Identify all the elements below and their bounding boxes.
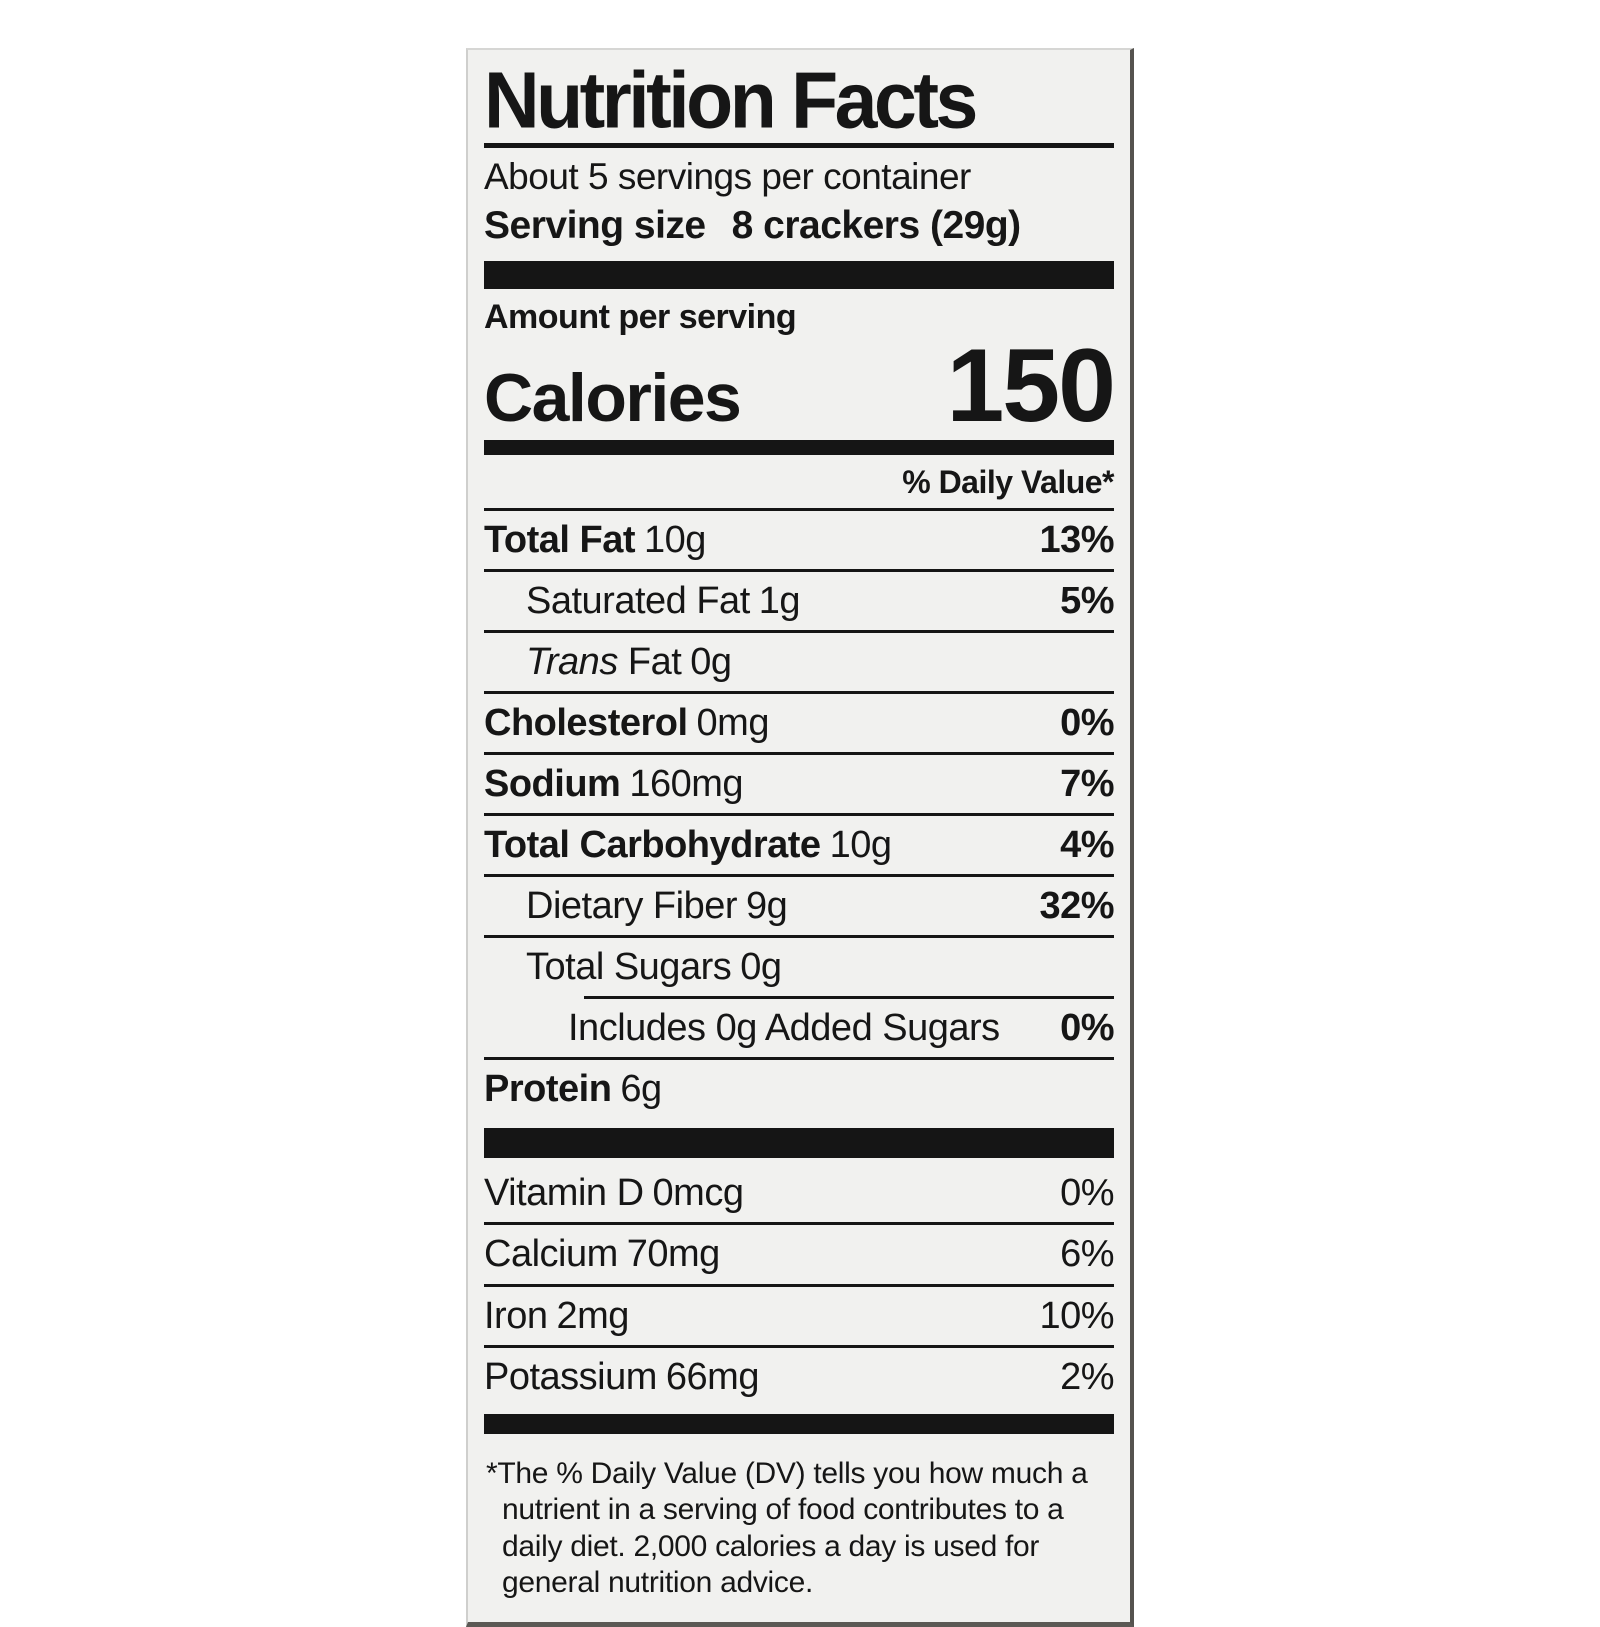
nutrient-dv: 0%: [1060, 702, 1114, 745]
nutrient-row-dietary-fiber: Dietary Fiber 9g 32%: [484, 877, 1114, 935]
nutrient-row-saturated-fat: Saturated Fat 1g 5%: [484, 572, 1114, 630]
row-divider: [484, 569, 1114, 573]
nutrient-name-amount: Saturated Fat 1g: [526, 580, 801, 623]
daily-value-footnote: *The % Daily Value (DV) tells you how mu…: [486, 1456, 1088, 1600]
nutrient-row-protein: Protein 6g: [484, 1060, 1114, 1118]
section-bar-top: [484, 260, 1114, 289]
nutrient-dv: 0%: [1060, 1172, 1114, 1215]
serving-size-value: 8 crackers (29g): [731, 203, 1022, 247]
nutrient-row-added-sugars: Includes 0g Added Sugars 0%: [484, 999, 1114, 1057]
nutrient-dv: 13%: [1039, 519, 1114, 562]
row-divider: [484, 1222, 1114, 1226]
serving-size-label: Serving size: [484, 203, 706, 247]
amount-per-serving-label: Amount per serving: [484, 297, 797, 336]
nutrient-name-amount: Protein 6g: [484, 1068, 662, 1111]
nutrient-row-sodium: Sodium 160mg 7%: [484, 755, 1114, 813]
nutrient-row-cholesterol: Cholesterol 0mg 0%: [484, 694, 1114, 752]
section-bar-bottom: [484, 1413, 1114, 1434]
nutrient-row-total-sugars: Total Sugars 0g: [484, 938, 1114, 996]
nutrient-name-amount: Potassium 66mg: [484, 1355, 759, 1398]
calories-label: Calories: [484, 360, 742, 437]
nutrient-row-trans-fat: Trans Fat 0g: [484, 633, 1114, 691]
calories-row: Calories 150: [484, 328, 1116, 445]
nutrient-dv: 6%: [1060, 1233, 1114, 1276]
row-divider: [484, 1057, 1114, 1061]
nutrient-name-amount: Cholesterol 0mg: [484, 702, 769, 745]
servings-per-container: About 5 servings per container: [484, 155, 971, 197]
nutrient-dv: 7%: [1060, 763, 1114, 806]
section-bar-protein: [484, 1128, 1114, 1159]
row-divider: [484, 752, 1114, 756]
row-divider: [484, 813, 1114, 817]
row-divider-indented: [584, 996, 1114, 1000]
nutrient-name-amount: Dietary Fiber 9g: [526, 885, 788, 928]
nutrient-name-amount: Total Fat 10g: [484, 519, 706, 562]
row-divider: [484, 508, 1114, 512]
nutrient-dv: 0%: [1060, 1007, 1114, 1050]
nutrient-row-total-fat: Total Fat 10g 13%: [484, 511, 1114, 569]
nutrient-name-amount: Iron 2mg: [484, 1294, 629, 1337]
daily-value-header: % Daily Value*: [902, 464, 1114, 501]
nutrient-dv: 4%: [1060, 824, 1114, 867]
micronutrient-row-calcium: Calcium 70mg 6%: [484, 1225, 1114, 1283]
nutrient-dv: 5%: [1060, 580, 1114, 623]
micronutrient-row-vitamin-d: Vitamin D 0mcg 0%: [484, 1164, 1114, 1222]
nutrient-name-amount: Includes 0g Added Sugars: [568, 1007, 1000, 1050]
row-divider: [484, 1283, 1114, 1287]
nutrient-name-amount: Trans Fat 0g: [526, 641, 732, 684]
row-divider: [484, 874, 1114, 878]
row-divider: [484, 935, 1114, 939]
micronutrient-row-iron: Iron 2mg 10%: [484, 1287, 1114, 1345]
nutrient-name-amount: Total Sugars 0g: [526, 946, 782, 989]
nutrient-name-amount: Sodium 160mg: [484, 763, 744, 806]
nutrient-name-amount: Vitamin D 0mcg: [484, 1172, 744, 1215]
nutrient-name-amount: Total Carbohydrate 10g: [484, 824, 892, 867]
nutrient-row-total-carbohydrate: Total Carbohydrate 10g 4%: [484, 816, 1114, 874]
row-divider: [484, 630, 1114, 634]
nutrition-facts-title: Nutrition Facts: [484, 55, 978, 146]
micronutrient-row-potassium: Potassium 66mg 2%: [484, 1348, 1114, 1406]
nutrient-dv: 32%: [1039, 885, 1114, 928]
nutrient-dv: 10%: [1039, 1294, 1114, 1337]
calories-value: 150: [946, 328, 1116, 445]
nutrient-name-amount: Calcium 70mg: [484, 1233, 720, 1276]
row-divider: [484, 1344, 1114, 1348]
row-divider: [484, 691, 1114, 695]
nutrient-dv: 2%: [1060, 1355, 1114, 1398]
title-divider: [484, 142, 1114, 148]
nutrition-facts-panel: Nutrition Facts About 5 servings per con…: [466, 48, 1134, 1627]
serving-size-line: Serving size 8 crackers (29g): [484, 202, 1114, 251]
calories-divider-bar: [484, 440, 1114, 456]
